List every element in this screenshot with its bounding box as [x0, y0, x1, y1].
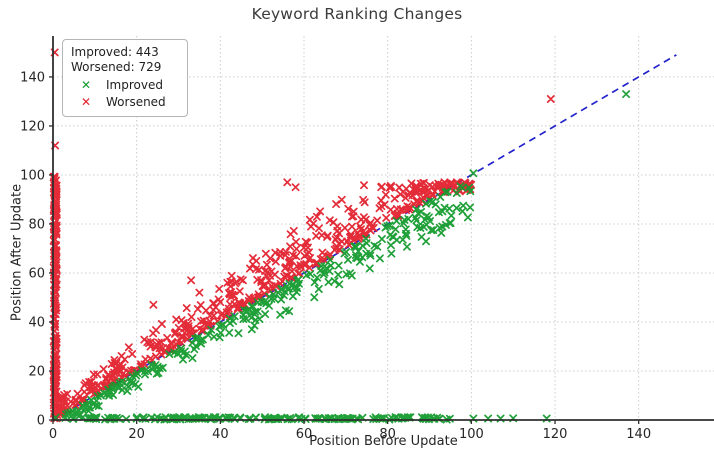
svg-text:0: 0	[49, 427, 57, 442]
svg-text:80: 80	[379, 427, 396, 442]
legend-entry-improved: ✕ Improved	[71, 78, 177, 93]
svg-text:140: 140	[626, 427, 651, 442]
y-axis-label: Position After Update	[9, 183, 25, 322]
worsened-x-marker-icon: ✕	[80, 95, 92, 110]
legend-summary-worsened: Worsened: 729	[71, 60, 162, 75]
svg-text:0: 0	[37, 414, 45, 429]
svg-text:20: 20	[128, 427, 145, 442]
improved-x-marker-icon: ✕	[80, 77, 92, 92]
svg-text:40: 40	[28, 315, 45, 330]
svg-text:40: 40	[212, 427, 229, 442]
legend-entry-label: Worsened	[106, 95, 166, 110]
svg-text:20: 20	[28, 364, 45, 379]
svg-text:140: 140	[20, 70, 45, 85]
svg-text:120: 120	[20, 119, 45, 134]
x-axis-label: Position Before Update	[309, 434, 458, 449]
svg-text:120: 120	[543, 427, 568, 442]
legend-summary-improved: Improved: 443	[71, 45, 159, 59]
legend-entry-label: Improved	[106, 77, 163, 92]
svg-text:60: 60	[28, 266, 45, 281]
svg-text:80: 80	[28, 217, 45, 232]
svg-text:60: 60	[296, 427, 313, 442]
svg-text:100: 100	[20, 168, 45, 183]
svg-text:100: 100	[459, 427, 484, 442]
chart-title: Keyword Ranking Changes	[251, 5, 463, 23]
legend: Improved: 443 Worsened: 729 ✕ Improved ✕…	[62, 39, 188, 118]
legend-entry-worsened: ✕ Worsened	[71, 95, 177, 110]
